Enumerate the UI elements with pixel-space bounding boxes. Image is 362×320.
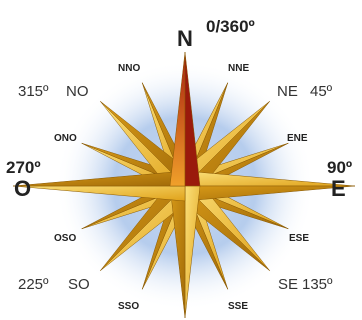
west-label: O bbox=[14, 176, 32, 201]
ese-label: ESE bbox=[289, 233, 310, 244]
ray-north-dark-half bbox=[184, 51, 201, 187]
southeast-degree-label: 135º bbox=[302, 276, 333, 293]
northeast-degree-label: 45º bbox=[310, 83, 333, 100]
sse-label: SSE bbox=[228, 301, 249, 312]
northwest-degree-label: 315º bbox=[18, 83, 49, 100]
oso-label: OSO bbox=[54, 233, 77, 244]
nne-label: NNE bbox=[228, 63, 250, 74]
southwest-degree-label: 225º bbox=[18, 276, 49, 293]
cardinal-rays bbox=[12, 51, 356, 319]
ene-label: ENE bbox=[287, 133, 308, 144]
west-degree-label: 270º bbox=[6, 158, 41, 177]
north-degree-label: 0/360º bbox=[206, 17, 255, 36]
diagonal-rays bbox=[99, 100, 271, 272]
so-label: SO bbox=[68, 276, 90, 293]
sso-label: SSO bbox=[118, 301, 140, 312]
ono-label: ONO bbox=[54, 133, 77, 144]
no-label: NO bbox=[66, 83, 89, 100]
nno-label: NNO bbox=[118, 63, 141, 74]
se-label: SE bbox=[278, 276, 299, 293]
north-label: N bbox=[177, 26, 193, 51]
ne-label: NE bbox=[277, 83, 298, 100]
east-label: E bbox=[331, 176, 346, 201]
east-degree-label: 90º bbox=[327, 158, 353, 177]
